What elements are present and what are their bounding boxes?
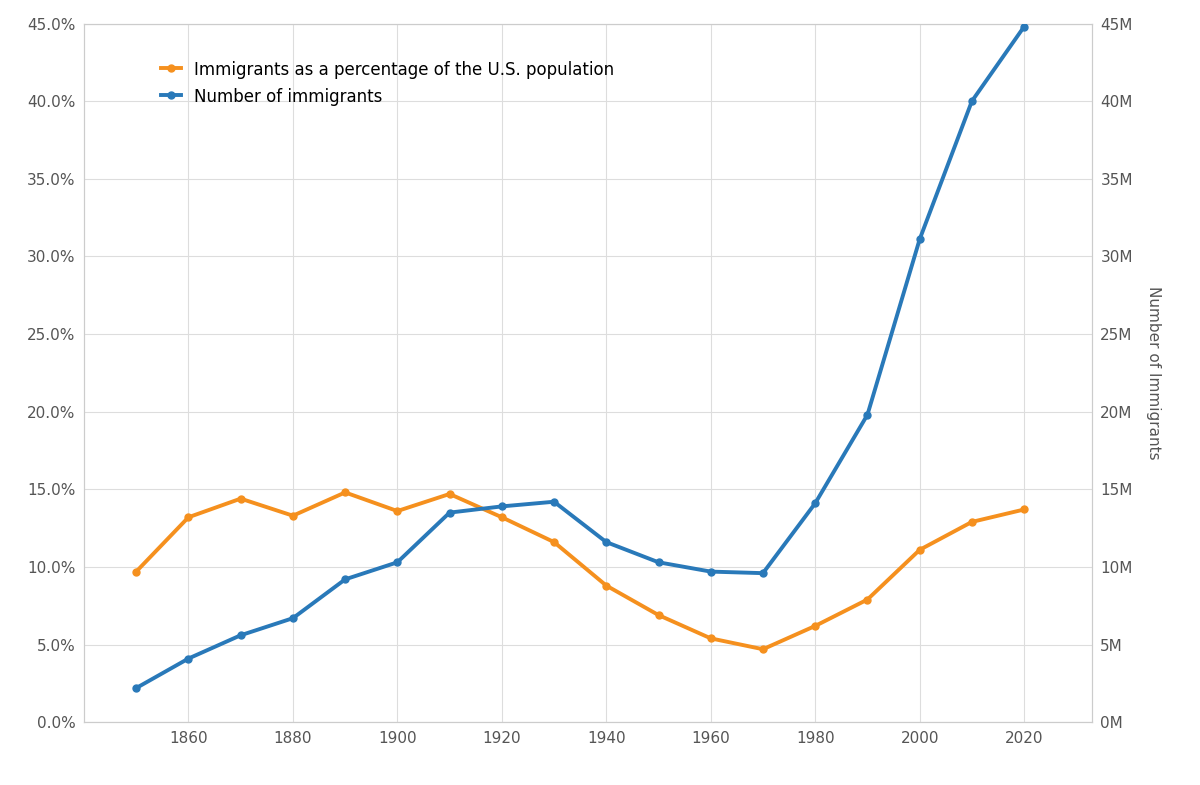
Immigrants as a percentage of the U.S. population — [181, 513, 196, 522]
Number of immigrants — [652, 557, 666, 567]
Number of immigrants — [390, 557, 404, 567]
Immigrants as a percentage of the U.S. population — [286, 511, 300, 520]
Number of immigrants — [286, 613, 300, 623]
Immigrants as a percentage of the U.S. population — [652, 611, 666, 620]
Number of immigrants — [703, 567, 718, 576]
Immigrants as a percentage of the U.S. population — [130, 567, 144, 576]
Immigrants as a percentage of the U.S. population — [860, 595, 875, 604]
Immigrants as a percentage of the U.S. population — [1016, 505, 1031, 514]
Number of immigrants — [599, 538, 613, 547]
Number of immigrants — [547, 497, 562, 506]
Immigrants as a percentage of the U.S. population — [234, 494, 248, 503]
Number of immigrants — [130, 683, 144, 692]
Number of immigrants — [338, 575, 353, 584]
Number of immigrants — [756, 568, 770, 578]
Number of immigrants — [1016, 22, 1031, 31]
Immigrants as a percentage of the U.S. population — [547, 538, 562, 547]
Line: Immigrants as a percentage of the U.S. population: Immigrants as a percentage of the U.S. p… — [133, 489, 1027, 652]
Number of immigrants — [860, 410, 875, 419]
Number of immigrants — [965, 97, 979, 106]
Y-axis label: Number of Immigrants: Number of Immigrants — [1146, 286, 1160, 460]
Immigrants as a percentage of the U.S. population — [390, 506, 404, 516]
Immigrants as a percentage of the U.S. population — [494, 513, 509, 522]
Number of immigrants — [443, 508, 457, 517]
Immigrants as a percentage of the U.S. population — [965, 517, 979, 527]
Number of immigrants — [181, 654, 196, 663]
Number of immigrants — [234, 630, 248, 640]
Number of immigrants — [808, 498, 822, 508]
Number of immigrants — [912, 235, 926, 244]
Immigrants as a percentage of the U.S. population — [338, 487, 353, 497]
Immigrants as a percentage of the U.S. population — [756, 644, 770, 654]
Immigrants as a percentage of the U.S. population — [808, 621, 822, 630]
Immigrants as a percentage of the U.S. population — [703, 633, 718, 643]
Line: Number of immigrants: Number of immigrants — [133, 24, 1027, 692]
Immigrants as a percentage of the U.S. population — [599, 581, 613, 590]
Number of immigrants — [494, 502, 509, 511]
Immigrants as a percentage of the U.S. population — [912, 545, 926, 554]
Immigrants as a percentage of the U.S. population — [443, 489, 457, 498]
Legend: Immigrants as a percentage of the U.S. population, Number of immigrants: Immigrants as a percentage of the U.S. p… — [152, 53, 623, 114]
